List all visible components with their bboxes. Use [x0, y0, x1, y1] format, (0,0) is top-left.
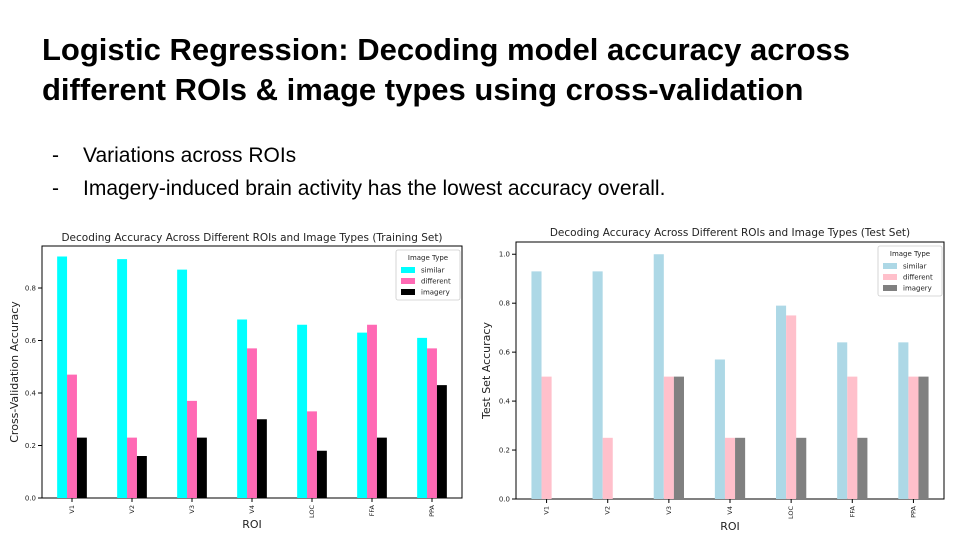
bar-imagery-loc	[316, 450, 327, 498]
training-accuracy-chart: Decoding Accuracy Across Different ROIs …	[0, 222, 468, 534]
chart-title: Decoding Accuracy Across Different ROIs …	[61, 232, 442, 244]
legend-swatch-similar	[401, 267, 415, 273]
y-axis-label: Test Set Accuracy	[480, 322, 493, 420]
bar-different-v4	[724, 437, 736, 499]
bullet-item: - Imagery-induced brain activity has the…	[52, 172, 665, 205]
legend-label-imagery: imagery	[421, 289, 450, 297]
legend-label-similar: similar	[903, 263, 927, 271]
legend-title: Image Type	[890, 250, 930, 258]
bar-imagery-ppa	[918, 376, 929, 499]
y-tick-label: 0.8	[25, 285, 36, 293]
x-tick-label: V4	[248, 505, 256, 514]
legend-label-different: different	[421, 278, 451, 286]
bar-imagery-loc	[796, 437, 807, 499]
bar-similar-v3	[653, 254, 664, 499]
bar-similar-v4	[237, 319, 248, 498]
slide-title: Logistic Regression: Decoding model accu…	[42, 32, 850, 107]
legend-label-imagery: imagery	[903, 285, 932, 293]
bar-different-loc	[786, 315, 797, 499]
bullet-text: Imagery-induced brain activity has the l…	[83, 177, 666, 200]
y-tick-label: 0.6	[499, 349, 511, 357]
y-tick-label: 0.2	[499, 447, 510, 455]
test-accuracy-chart: Decoding Accuracy Across Different ROIs …	[478, 222, 950, 534]
bar-similar-ppa	[898, 342, 909, 499]
bar-different-ffa	[367, 324, 377, 498]
bullet-text: Variations across ROIs	[83, 144, 297, 167]
x-axis-label: ROI	[242, 518, 262, 531]
bar-different-v1	[541, 376, 552, 499]
x-tick-label: V1	[68, 505, 76, 514]
bar-imagery-v4	[735, 437, 746, 499]
x-tick-label: V2	[604, 506, 612, 515]
x-tick-label: V4	[726, 506, 734, 515]
bar-similar-v1	[531, 271, 542, 499]
bar-different-loc	[307, 411, 317, 498]
bullet-marker: -	[52, 144, 59, 167]
chart-title: Decoding Accuracy Across Different ROIs …	[550, 227, 910, 239]
x-axis-label: ROI	[720, 520, 740, 533]
bar-different-v3	[187, 400, 197, 498]
bullet-item: - Variations across ROIs	[52, 139, 665, 172]
bar-similar-ffa	[837, 342, 848, 499]
bar-different-ppa	[908, 376, 919, 499]
x-tick-label: FFA	[848, 505, 856, 517]
bar-different-v3	[663, 376, 674, 499]
y-tick-label: 0.8	[499, 300, 510, 308]
bar-similar-v4	[714, 359, 725, 499]
bullet-list: - Variations across ROIs - Imagery-induc…	[52, 139, 665, 205]
bar-similar-v2	[117, 259, 128, 498]
legend-swatch-similar	[883, 263, 897, 269]
y-tick-label: 0.4	[499, 398, 511, 406]
legend-swatch-different	[401, 278, 415, 284]
bar-similar-ppa	[417, 337, 428, 498]
bar-similar-v1	[57, 256, 68, 498]
bar-different-v4	[247, 348, 257, 498]
legend-title: Image Type	[408, 254, 448, 262]
bar-different-v2	[127, 437, 137, 498]
y-tick-label: 0.4	[25, 390, 37, 398]
legend-swatch-different	[883, 274, 897, 280]
bar-similar-loc	[297, 324, 308, 498]
x-tick-label: PPA	[909, 505, 917, 517]
bar-imagery-v1	[76, 437, 87, 498]
bar-different-v2	[602, 437, 613, 499]
y-tick-label: 0.6	[25, 337, 37, 345]
bar-different-ppa	[427, 348, 437, 498]
bar-imagery-ffa	[857, 437, 868, 499]
x-tick-label: FFA	[368, 504, 376, 516]
bar-imagery-ppa	[436, 385, 447, 498]
legend-label-similar: similar	[421, 267, 445, 275]
legend-swatch-imagery	[401, 289, 415, 295]
bar-imagery-v2	[136, 456, 147, 498]
legend-swatch-imagery	[883, 285, 897, 291]
y-axis-label: Cross-Validation Accuracy	[8, 301, 21, 443]
bar-similar-v2	[592, 271, 603, 499]
x-tick-label: LOC	[308, 505, 316, 519]
y-tick-label: 0.0	[499, 496, 510, 504]
legend-box	[877, 245, 943, 297]
bar-similar-loc	[776, 305, 787, 499]
x-tick-label: V3	[665, 506, 673, 515]
bar-different-v1	[67, 374, 77, 498]
bar-similar-ffa	[357, 332, 368, 498]
y-tick-label: 0.2	[25, 442, 36, 450]
bar-imagery-v3	[196, 437, 207, 498]
legend-box	[395, 249, 461, 301]
x-tick-label: V1	[543, 506, 551, 515]
bar-imagery-ffa	[376, 437, 387, 498]
y-tick-label: 0.0	[25, 495, 36, 503]
bullet-marker: -	[52, 177, 59, 200]
y-tick-label: 1.0	[499, 251, 510, 259]
x-tick-label: LOC	[787, 506, 795, 520]
bar-similar-v3	[177, 269, 188, 498]
bar-imagery-v4	[256, 419, 267, 498]
bar-imagery-v3	[673, 376, 684, 499]
bar-different-ffa	[847, 376, 858, 499]
x-tick-label: V2	[128, 505, 136, 514]
x-tick-label: PPA	[428, 504, 436, 516]
x-tick-label: V3	[188, 505, 196, 514]
legend-label-different: different	[903, 274, 933, 282]
